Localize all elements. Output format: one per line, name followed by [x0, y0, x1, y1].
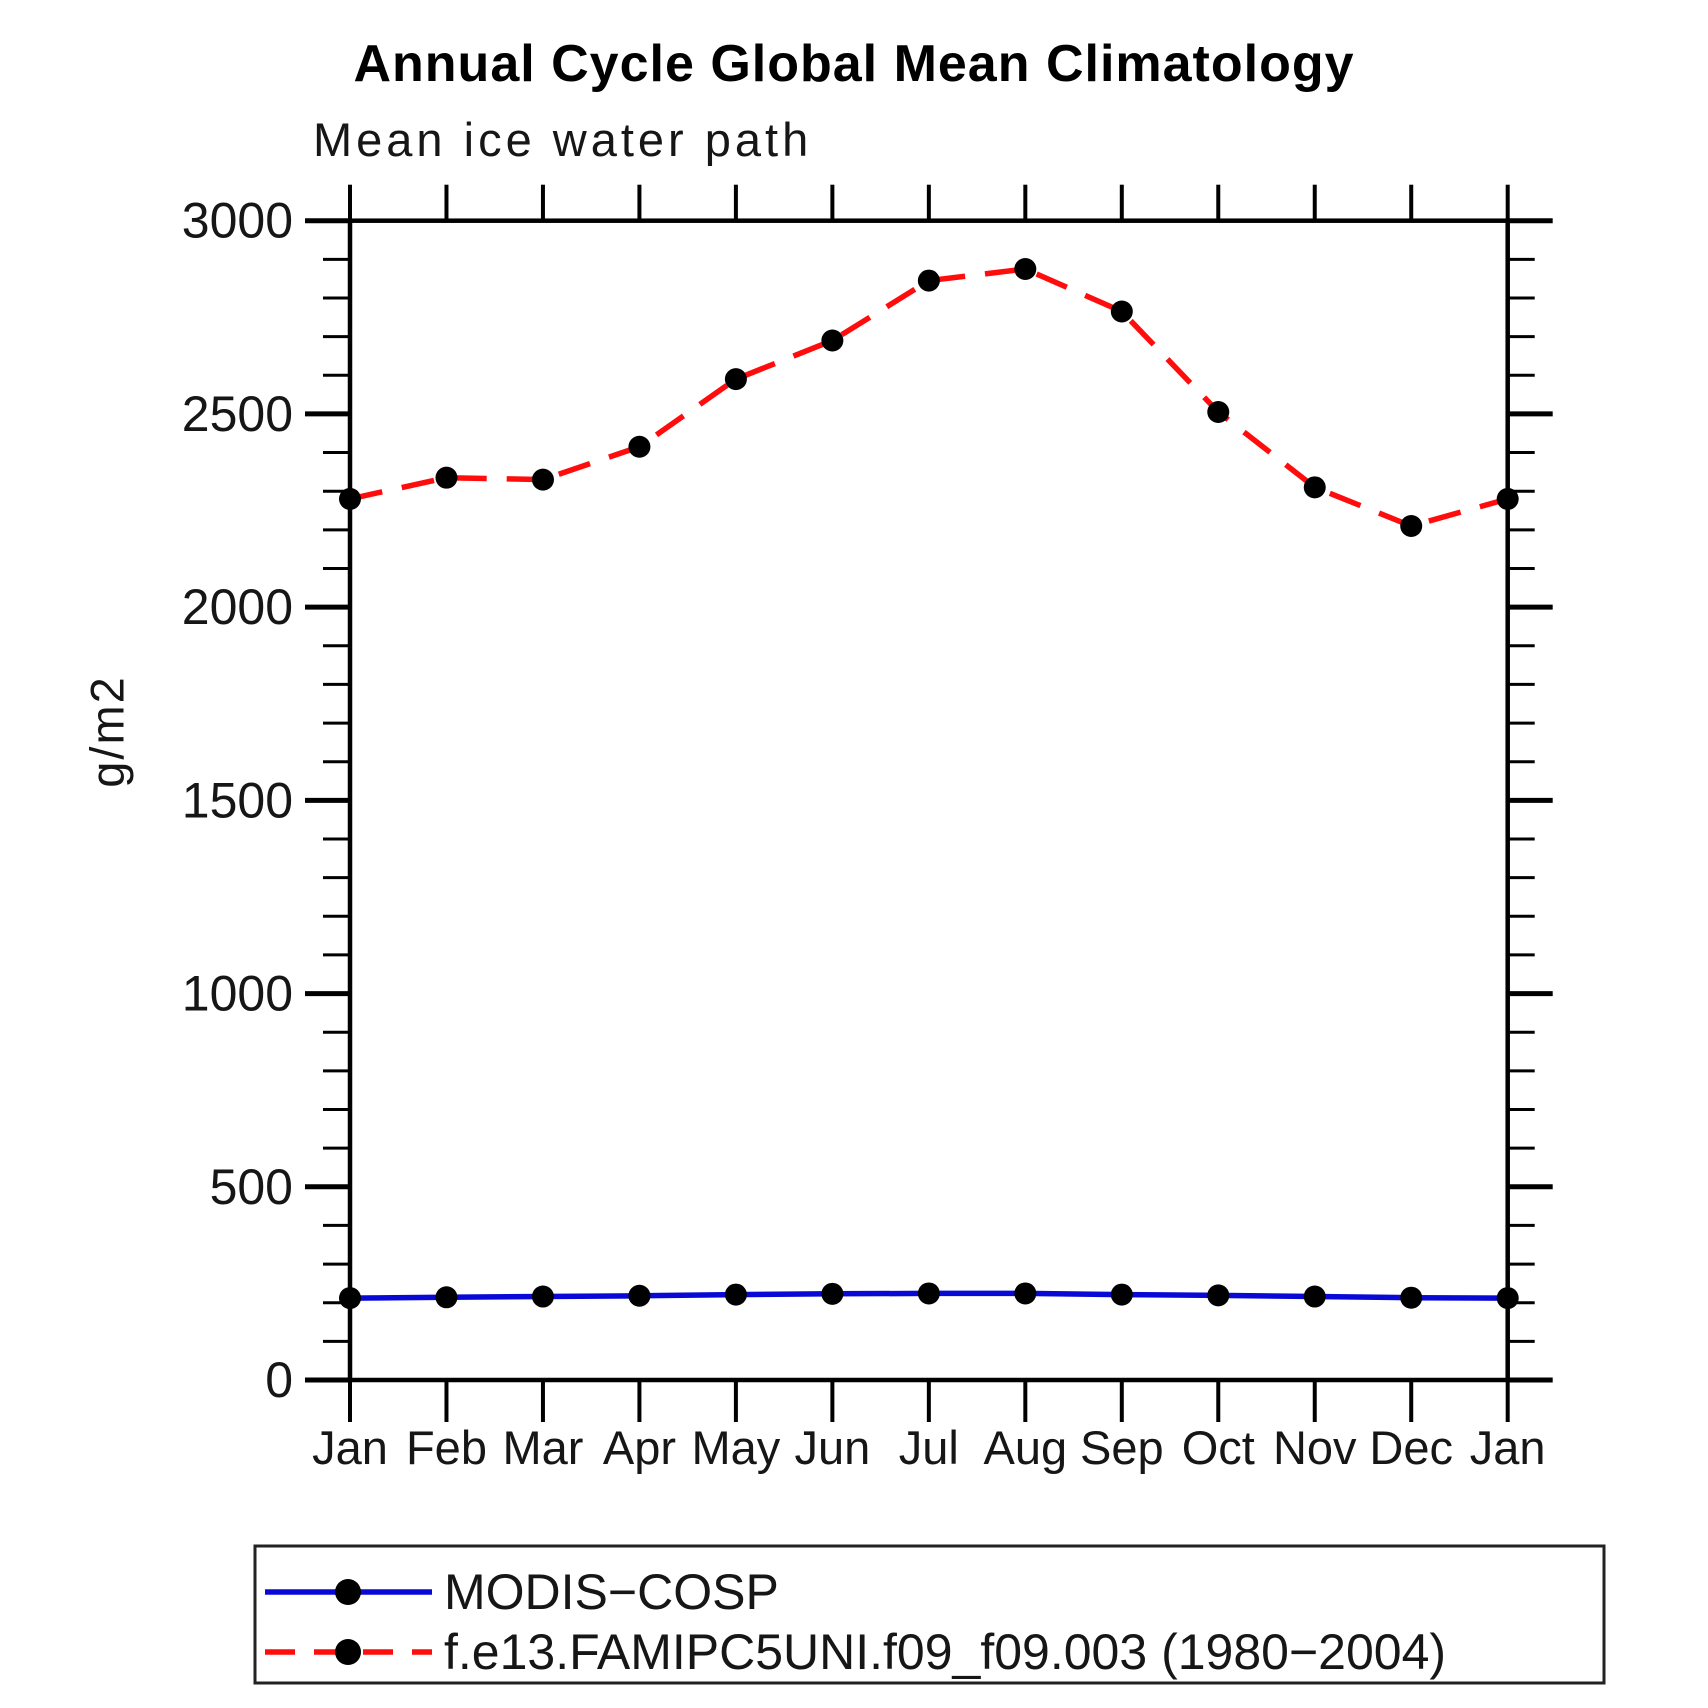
- data-point-marker: [339, 487, 361, 510]
- data-point-marker: [1207, 400, 1230, 423]
- x-tick-label: Sep: [1080, 1421, 1164, 1474]
- data-point-marker: [724, 368, 747, 391]
- legend-label: f.e13.FAMIPC5UNI.f09_f09.003 (1980−2004): [444, 1624, 1446, 1680]
- x-tick-label: Jan: [1470, 1421, 1546, 1474]
- y-tick-label: 500: [210, 1159, 293, 1215]
- data-point-marker: [435, 466, 458, 489]
- legend-marker: [335, 1639, 361, 1665]
- x-tick-label: May: [692, 1421, 781, 1474]
- data-point-marker: [339, 1287, 361, 1310]
- y-axis-label: g/m2: [80, 675, 134, 788]
- series-modis-cosp: [339, 1282, 1519, 1310]
- y-tick-label: 1500: [182, 772, 293, 828]
- data-point-marker: [628, 435, 651, 458]
- data-point-marker: [531, 468, 554, 491]
- series-model: [339, 258, 1519, 537]
- data-point-marker: [628, 1284, 651, 1307]
- data-point-marker: [531, 1285, 554, 1308]
- data-point-marker: [821, 329, 844, 352]
- data-point-marker: [1496, 1287, 1519, 1310]
- data-point-marker: [1110, 300, 1133, 323]
- x-tick-label: Feb: [406, 1421, 487, 1474]
- data-point-marker: [1110, 1283, 1133, 1306]
- legend-box: [253, 1544, 1606, 1685]
- data-point-marker: [1496, 487, 1519, 510]
- x-tick-label: Jun: [794, 1421, 870, 1474]
- y-tick-label: 1000: [182, 966, 293, 1022]
- y-tick-label: 2000: [182, 579, 293, 635]
- x-tick-label: Nov: [1273, 1421, 1357, 1474]
- chart-subtitle: Mean ice water path: [313, 113, 813, 166]
- x-tick-label: Apr: [603, 1421, 676, 1474]
- data-point-marker: [1303, 476, 1326, 499]
- plot-frame: [347, 218, 1510, 1383]
- chart-title: Annual Cycle Global Mean Climatology: [353, 35, 1355, 93]
- y-axis: 0 500 1000 1500 2000 2500 3000: [182, 193, 1553, 1408]
- data-point-marker: [435, 1286, 458, 1309]
- y-tick-label: 3000: [182, 193, 293, 249]
- x-tick-label: Jan: [312, 1421, 388, 1474]
- x-tick-label: Mar: [502, 1421, 583, 1474]
- data-point-marker: [1014, 1282, 1037, 1305]
- data-point-marker: [1207, 1284, 1230, 1307]
- x-axis: Jan Feb Mar Apr May Jun Jul Aug Sep Oct Nov Dec Jan: [312, 184, 1546, 1474]
- legend-label: MODIS−COSP: [444, 1564, 779, 1620]
- data-point-marker: [1014, 258, 1037, 281]
- x-tick-label: Oct: [1182, 1421, 1255, 1474]
- data-point-marker: [917, 1282, 940, 1305]
- data-point-marker: [821, 1282, 844, 1305]
- x-tick-label: Jul: [899, 1421, 959, 1474]
- data-point-marker: [1303, 1285, 1326, 1308]
- series-line: [349, 266, 1509, 529]
- data-point-marker: [724, 1283, 747, 1306]
- x-tick-label: Dec: [1369, 1421, 1453, 1474]
- data-point-marker: [1400, 514, 1423, 537]
- legend-marker: [335, 1579, 361, 1605]
- data-point-marker: [1400, 1286, 1423, 1309]
- y-tick-label: 0: [265, 1352, 293, 1408]
- x-tick-label: Aug: [984, 1421, 1068, 1474]
- data-point-marker: [917, 269, 940, 292]
- y-tick-label: 2500: [182, 386, 293, 442]
